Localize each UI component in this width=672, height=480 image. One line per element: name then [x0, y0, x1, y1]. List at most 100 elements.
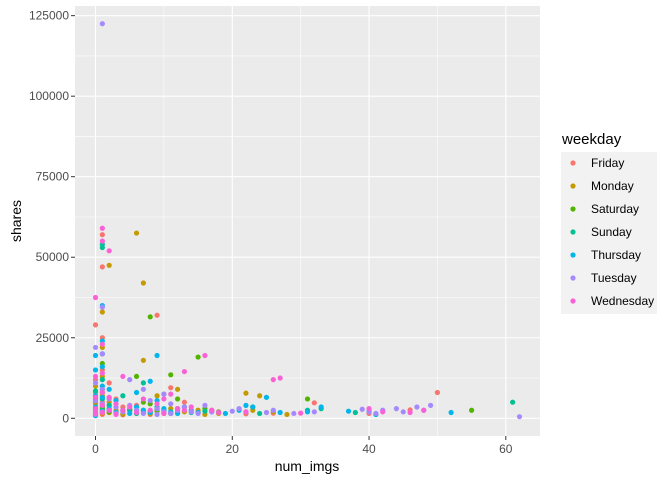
point-wednesday: [106, 248, 112, 254]
point-tuesday: [195, 410, 201, 417]
point-wednesday: [407, 409, 413, 416]
point-tuesday: [516, 414, 523, 420]
point-tuesday: [140, 386, 146, 392]
point-tuesday: [92, 344, 99, 351]
point-friday: [311, 400, 317, 406]
point-wednesday: [140, 396, 146, 402]
legend-key-thursday: [570, 252, 576, 258]
legend-key-wednesday: [570, 298, 576, 304]
point-tuesday: [393, 406, 399, 412]
point-wednesday: [380, 409, 386, 415]
point-tuesday: [154, 406, 160, 412]
point-sunday: [92, 388, 99, 394]
legend-key-sunday: [570, 229, 576, 235]
point-wednesday: [133, 409, 140, 416]
point-wednesday: [174, 406, 181, 412]
point-wednesday: [113, 401, 119, 407]
y-tick-label: 125000: [29, 9, 69, 23]
legend-label-saturday: Saturday: [591, 202, 639, 216]
point-tuesday: [99, 21, 105, 27]
point-thursday: [92, 367, 99, 373]
point-tuesday: [140, 410, 146, 417]
point-saturday: [168, 372, 174, 378]
point-wednesday: [209, 407, 215, 413]
point-monday: [99, 309, 105, 315]
point-saturday: [304, 396, 311, 402]
point-thursday: [154, 352, 160, 359]
y-tick-label: 0: [62, 411, 69, 425]
point-saturday: [147, 314, 153, 320]
legend-key-friday: [570, 160, 576, 166]
point-tuesday: [168, 410, 174, 417]
point-wednesday: [154, 401, 160, 407]
point-wednesday: [92, 394, 99, 400]
point-wednesday: [366, 406, 372, 412]
point-monday: [284, 411, 290, 418]
point-thursday: [99, 364, 105, 370]
legend-label-tuesday: Tuesday: [591, 271, 637, 285]
point-monday: [106, 262, 112, 268]
legend-title: weekday: [561, 131, 622, 148]
point-thursday: [345, 408, 352, 414]
point-saturday: [133, 373, 140, 380]
point-tuesday: [147, 397, 153, 404]
x-tick-label: 20: [226, 442, 240, 456]
point-thursday: [304, 409, 311, 415]
point-wednesday: [161, 410, 167, 417]
point-tuesday: [270, 407, 276, 413]
point-wednesday: [243, 409, 249, 415]
point-friday: [154, 312, 160, 318]
point-friday: [168, 385, 174, 391]
x-tick-label: 60: [499, 442, 513, 456]
point-sunday: [202, 408, 208, 414]
point-wednesday: [92, 406, 99, 412]
point-monday: [140, 280, 146, 286]
point-wednesday: [99, 238, 105, 244]
point-friday: [99, 232, 105, 238]
point-sunday: [140, 380, 146, 386]
point-sunday: [352, 409, 358, 416]
point-wednesday: [298, 410, 304, 416]
legend-label-thursday: Thursday: [591, 248, 641, 262]
point-thursday: [133, 389, 140, 396]
point-tuesday: [414, 404, 420, 410]
point-saturday: [469, 407, 475, 413]
x-tick-label: 0: [92, 442, 99, 456]
y-axis-title: shares: [8, 200, 24, 242]
major-gridlines: [75, 6, 540, 436]
point-wednesday: [106, 407, 112, 413]
point-wednesday: [216, 409, 222, 416]
minor-gridlines: [75, 6, 540, 436]
legend: weekday Friday Monday Saturday Sunday Thursd…: [561, 131, 657, 314]
y-tick-label: 75000: [36, 170, 70, 184]
x-axis-ticks: 0 20 40 60: [92, 436, 513, 456]
point-wednesday: [106, 394, 112, 400]
point-tuesday: [400, 409, 406, 415]
point-tuesday: [168, 401, 174, 407]
point-wednesday: [99, 225, 105, 231]
legend-label-friday: Friday: [591, 156, 624, 170]
x-axis-title: num_imgs: [275, 458, 340, 474]
point-thursday: [318, 404, 324, 410]
point-sunday: [120, 393, 126, 399]
plot-panel: [75, 6, 540, 436]
legend-key-background: [561, 152, 657, 314]
legend-label-wednesday: Wednesday: [591, 294, 654, 308]
point-tuesday: [236, 406, 242, 412]
point-wednesday: [92, 294, 99, 301]
point-thursday: [99, 394, 105, 400]
point-tuesday: [188, 409, 194, 415]
x-tick-label: 40: [362, 442, 376, 456]
y-tick-label: 100000: [29, 89, 69, 103]
point-monday: [243, 390, 249, 396]
y-tick-label: 50000: [36, 250, 70, 264]
point-wednesday: [120, 373, 126, 380]
point-friday: [434, 389, 441, 396]
point-tuesday: [202, 402, 208, 409]
point-friday: [92, 322, 99, 328]
legend-label-sunday: Sunday: [591, 225, 632, 239]
point-wednesday: [277, 375, 283, 381]
point-tuesday: [99, 351, 105, 357]
point-wednesday: [127, 404, 133, 410]
